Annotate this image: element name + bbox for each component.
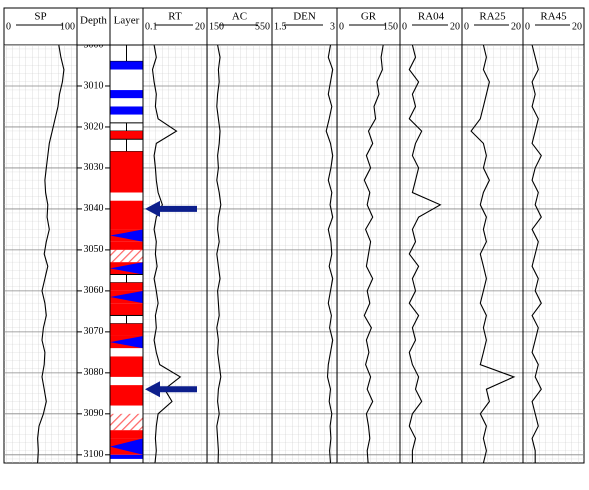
layer	[110, 413, 143, 431]
track-grid	[272, 45, 337, 463]
log-curve	[216, 45, 222, 463]
track-name: RA25	[479, 11, 506, 23]
depth-tick-label: 3000	[84, 39, 104, 50]
log-curve	[363, 45, 384, 463]
layer	[110, 430, 143, 439]
scale-min: 0	[402, 21, 407, 32]
scale-max: 150	[383, 21, 398, 32]
scale-max: 20	[511, 21, 521, 32]
depth-tick-label: 3050	[84, 244, 104, 255]
scale-min: 0	[339, 21, 344, 32]
layer-header: Layer	[114, 15, 140, 27]
scale-min: 0	[464, 21, 469, 32]
layer	[110, 90, 143, 99]
scale-max: 550	[255, 21, 270, 32]
log-curve	[37, 45, 65, 463]
log-curve	[151, 45, 182, 463]
scale-max: 20	[450, 21, 460, 32]
scale-max: 3	[330, 21, 335, 32]
layer	[110, 454, 143, 459]
layer	[110, 323, 143, 336]
layer-wedge	[110, 262, 143, 275]
depth-tick-label: 3010	[84, 80, 104, 91]
layer	[110, 241, 143, 250]
arrow	[145, 200, 197, 217]
depth-tick-label: 3070	[84, 326, 104, 337]
layer	[110, 249, 143, 263]
layer	[110, 303, 143, 316]
layer-wedge	[110, 229, 143, 242]
layer	[110, 69, 143, 91]
track-name: RA04	[418, 11, 445, 23]
layer	[110, 151, 143, 193]
depth-tick-label: 3030	[84, 162, 104, 173]
depth-tick-label: 3060	[84, 285, 104, 296]
layer	[110, 98, 143, 107]
track-name: SP	[34, 11, 46, 23]
track-name: DEN	[293, 11, 316, 23]
track-grid	[462, 45, 523, 463]
depth-tick-label: 3100	[84, 449, 104, 460]
depth-tick-label: 3090	[84, 408, 104, 419]
track-grid	[523, 45, 584, 463]
depth-tick-label: 3080	[84, 367, 104, 378]
layer	[110, 405, 143, 414]
log-body: 3000 3010 3020 3030 3040 3050 3060 3070 3080 3090…	[4, 39, 584, 463]
track-grid	[143, 45, 207, 463]
scale-max: 100	[60, 21, 75, 32]
layer-wedge	[110, 335, 143, 349]
track-grid	[400, 45, 462, 463]
scale-min: 0.1	[145, 21, 158, 32]
layer	[110, 376, 143, 386]
track-name: RT	[168, 11, 182, 23]
layer	[110, 385, 143, 406]
layer	[110, 348, 143, 357]
layer	[110, 131, 143, 140]
scale-min: 150	[209, 21, 224, 32]
layer	[110, 282, 143, 291]
depth-header: Depth	[80, 15, 107, 27]
overlay	[145, 200, 197, 398]
track-name: GR	[361, 11, 377, 23]
layer-wedge	[110, 438, 143, 455]
layer	[110, 61, 143, 70]
layer	[110, 356, 143, 377]
log-curve	[470, 45, 516, 463]
layer	[110, 192, 143, 201]
scale-max: 20	[195, 21, 205, 32]
depth-tick-label: 3020	[84, 121, 104, 132]
log-curve	[531, 45, 542, 463]
arrow	[145, 381, 197, 398]
track-grid	[4, 45, 77, 463]
log-curve	[408, 45, 442, 463]
layer	[110, 114, 143, 123]
track-name: RA45	[540, 11, 567, 23]
layer-wedge	[110, 290, 143, 304]
scale-min: 0	[525, 21, 530, 32]
log-curve	[325, 45, 334, 463]
scale-min: 1.5	[274, 21, 287, 32]
layer	[110, 106, 143, 115]
depth-tick-label: 3040	[84, 203, 104, 214]
scale-min: 0	[6, 21, 11, 32]
track-name: AC	[232, 11, 247, 23]
scale-max: 20	[572, 21, 582, 32]
layer	[110, 200, 143, 230]
